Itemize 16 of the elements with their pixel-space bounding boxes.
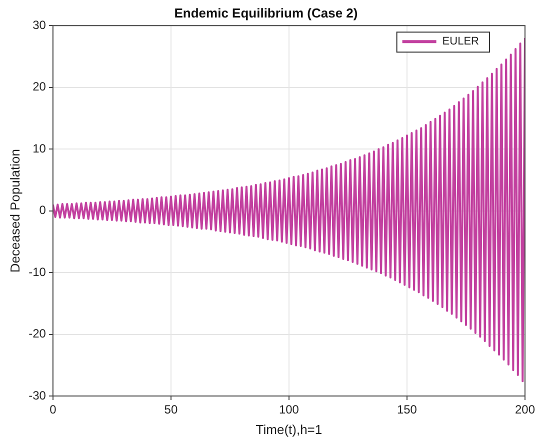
x-tick-label: 150 — [396, 402, 418, 417]
y-tick-label: 10 — [32, 141, 46, 156]
y-tick-label: 20 — [32, 80, 46, 94]
legend-label: EULER — [442, 36, 480, 48]
y-tick-label: -10 — [28, 264, 46, 279]
x-tick-label: 200 — [514, 402, 536, 417]
x-tick-label: 50 — [164, 402, 178, 417]
x-tick-label: 100 — [278, 402, 300, 417]
x-axis-title: Time(t),h=1 — [256, 422, 322, 437]
x-tick-label: 0 — [50, 402, 57, 417]
y-tick-label: -30 — [28, 388, 46, 402]
y-axis-title: Deceased Population — [7, 149, 22, 273]
chart-title: Endemic Equilibrium (Case 2) — [174, 5, 358, 20]
y-tick-label: 0 — [39, 203, 46, 218]
y-tick-label: 30 — [32, 18, 46, 32]
y-tick-label: -20 — [28, 326, 46, 341]
